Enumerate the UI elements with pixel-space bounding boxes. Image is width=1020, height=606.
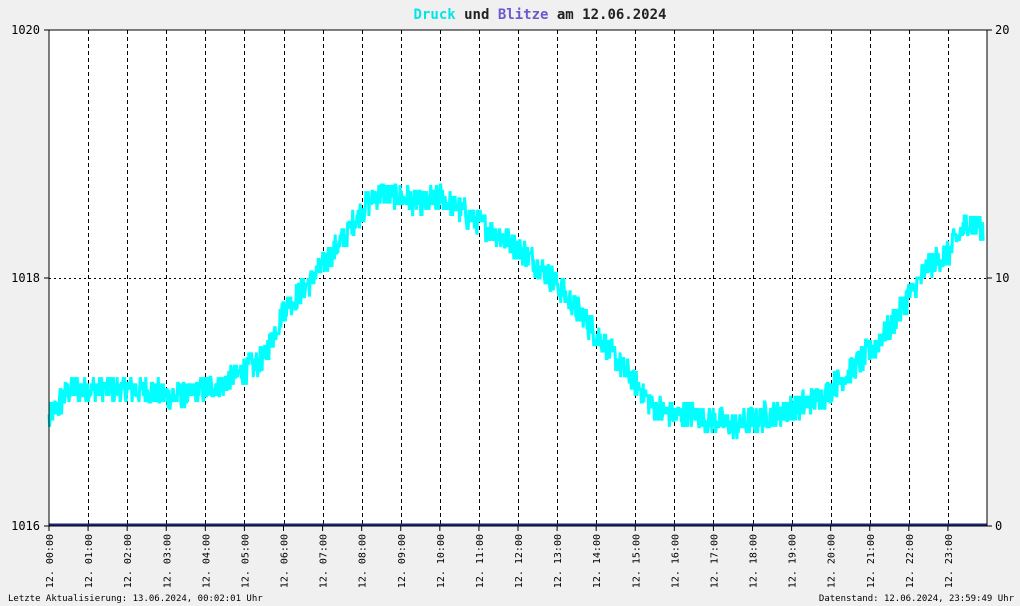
title-part-2: Blitze <box>498 7 549 23</box>
left-tick-label-1: 1018 <box>11 271 40 285</box>
x-tick-label-21: 12. 21:00 <box>866 534 877 588</box>
left-axis: 1016 1018 1020 <box>11 23 49 533</box>
right-tick-label-0: 0 <box>995 519 1002 533</box>
title-part-0: Druck <box>414 7 457 23</box>
x-tick-label-1: 12. 01:00 <box>84 534 95 588</box>
x-tick-label-4: 12. 04:00 <box>201 534 212 588</box>
grid <box>49 30 987 526</box>
x-tick-label-8: 12. 08:00 <box>358 534 369 588</box>
x-tick-label-0: 12. 00:00 <box>45 534 56 588</box>
x-tick-label-15: 12. 15:00 <box>631 534 642 588</box>
chart-title: Druck und Blitze am 12.06.2024 <box>414 7 667 23</box>
right-axis: 0 10 20 <box>987 23 1009 533</box>
x-tick-label-9: 12. 09:00 <box>397 534 408 588</box>
x-tick-label-11: 12. 11:00 <box>475 534 486 588</box>
x-tick-label-13: 12. 13:00 <box>553 534 564 588</box>
left-tick-label-2: 1020 <box>11 23 40 37</box>
x-tick-label-10: 12. 10:00 <box>436 534 447 588</box>
x-tick-label-19: 12. 19:00 <box>788 534 799 588</box>
footer-data-status: Datenstand: 12.06.2024, 23:59:49 Uhr <box>819 594 1015 604</box>
title-part-1: und <box>456 7 498 23</box>
x-tick-label-12: 12. 12:00 <box>514 534 525 588</box>
footer-last-update: Letzte Aktualisierung: 13.06.2024, 00:02… <box>8 594 263 604</box>
right-tick-label-1: 10 <box>995 271 1009 285</box>
x-tick-label-23: 12. 23:00 <box>944 534 955 588</box>
title-part-3: am 12.06.2024 <box>548 7 666 23</box>
x-tick-label-16: 12. 16:00 <box>670 534 681 588</box>
series-layer <box>47 183 987 527</box>
series-druck-line <box>47 183 985 440</box>
x-tick-label-20: 12. 20:00 <box>827 534 838 588</box>
left-tick-label-0: 1016 <box>11 519 40 533</box>
x-tick-label-5: 12. 05:00 <box>240 534 251 588</box>
x-tick-label-6: 12. 06:00 <box>280 534 291 588</box>
x-tick-label-14: 12. 14:00 <box>592 534 603 588</box>
x-tick-label-18: 12. 18:00 <box>749 534 760 588</box>
x-tick-label-3: 12. 03:00 <box>162 534 173 588</box>
right-tick-label-2: 20 <box>995 23 1009 37</box>
x-tick-label-2: 12. 02:00 <box>123 534 134 588</box>
x-tick-label-17: 12. 17:00 <box>709 534 720 588</box>
x-axis: 12. 00:00 12. 01:00 12. 02:00 12. 03:00 12. … <box>45 526 955 588</box>
x-tick-label-22: 12. 22:00 <box>905 534 916 588</box>
x-tick-label-7: 12. 07:00 <box>319 534 330 588</box>
